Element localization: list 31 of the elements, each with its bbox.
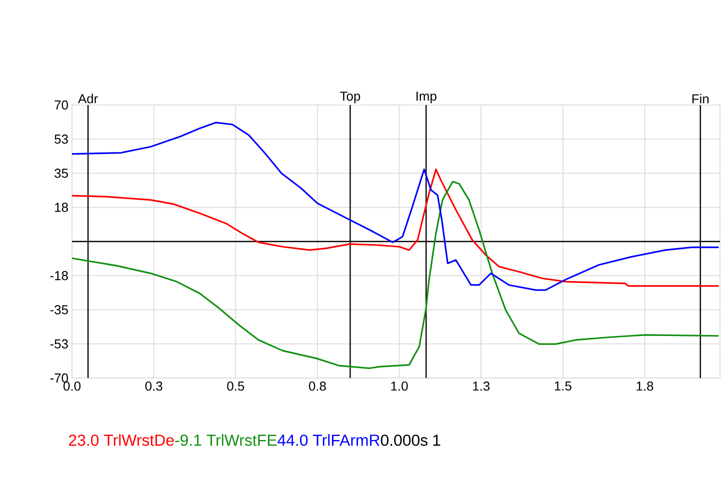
x-tick-label: 1.3	[473, 382, 490, 391]
y-tick-label: -35	[50, 305, 68, 314]
text: 23.0	[68, 434, 99, 446]
x-tick-label: 0.0	[64, 382, 81, 391]
text: TrlWrstDe	[104, 434, 174, 446]
y-tick-label: 53	[54, 134, 68, 144]
x-tick-label: 0.3	[145, 382, 162, 391]
line-series	[71, 168, 720, 287]
x-tick-label: 0.5	[227, 382, 244, 391]
x-tick-label: 0.8	[308, 382, 326, 391]
line-series	[71, 180, 720, 370]
y-tick-label: -70	[50, 373, 68, 383]
ref-line-label: Fin	[692, 94, 709, 104]
text: TrlFArmR	[313, 434, 380, 446]
y-tick-label: -53	[50, 339, 68, 348]
y-tick-label: 70	[54, 100, 68, 110]
text: 1	[433, 434, 440, 446]
ref-line-label: Imp	[416, 92, 436, 104]
x-tick-label: 1.5	[554, 382, 572, 391]
text: TrlWrstFE	[206, 434, 277, 446]
y-tick-label: 18	[55, 202, 68, 212]
ref-line-label: Adr	[78, 94, 98, 104]
x-tick-label: 1.0	[391, 382, 408, 391]
x-tick-label: 1.8	[636, 382, 654, 391]
line-series	[71, 122, 720, 291]
text: 0.000s	[380, 434, 428, 446]
ref-line-label: Top	[340, 92, 360, 104]
text: -9.1	[175, 434, 202, 446]
y-tick-label: -18	[50, 271, 68, 280]
text: 44.0	[278, 434, 308, 446]
y-tick-label: 35	[54, 168, 68, 178]
